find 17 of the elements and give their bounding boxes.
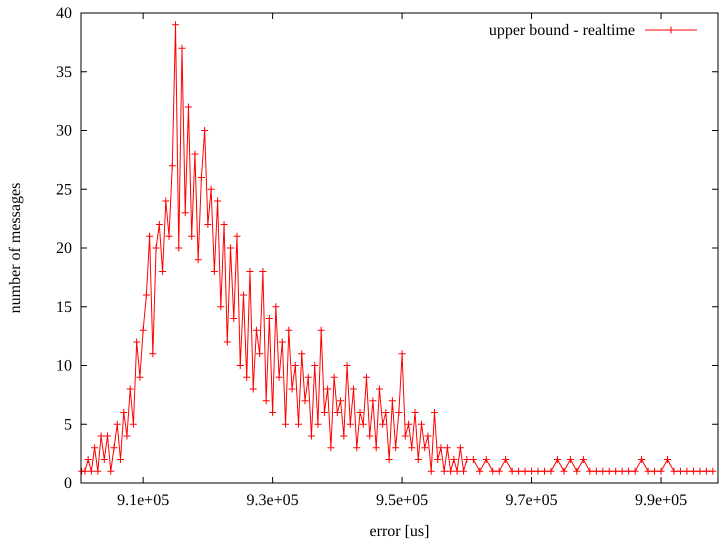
- y-tick-label: 0: [64, 475, 72, 492]
- legend-label: upper bound - realtime: [488, 22, 635, 39]
- y-tick-label: 15: [56, 298, 72, 316]
- x-tick-label: 9.9e+05: [634, 492, 688, 509]
- y-tick-label: 40: [56, 5, 72, 22]
- y-tick-label: 10: [56, 358, 72, 374]
- x-tick-label: 9.1e+05: [117, 492, 170, 509]
- y-tick-label: 35: [56, 64, 72, 81]
- y-axis-title: number of messages: [7, 182, 24, 314]
- y-tick-label: 20: [56, 240, 72, 257]
- y-tick-label: 30: [56, 122, 72, 140]
- x-tick-label: 9.5e+05: [376, 492, 428, 509]
- y-tick-label: 5: [64, 416, 72, 434]
- x-tick-label: 9.3e+05: [246, 492, 299, 509]
- x-axis-title: error [us]: [370, 523, 430, 540]
- y-tick-label: 25: [56, 181, 72, 198]
- x-tick-label: 9.7e+05: [506, 492, 558, 509]
